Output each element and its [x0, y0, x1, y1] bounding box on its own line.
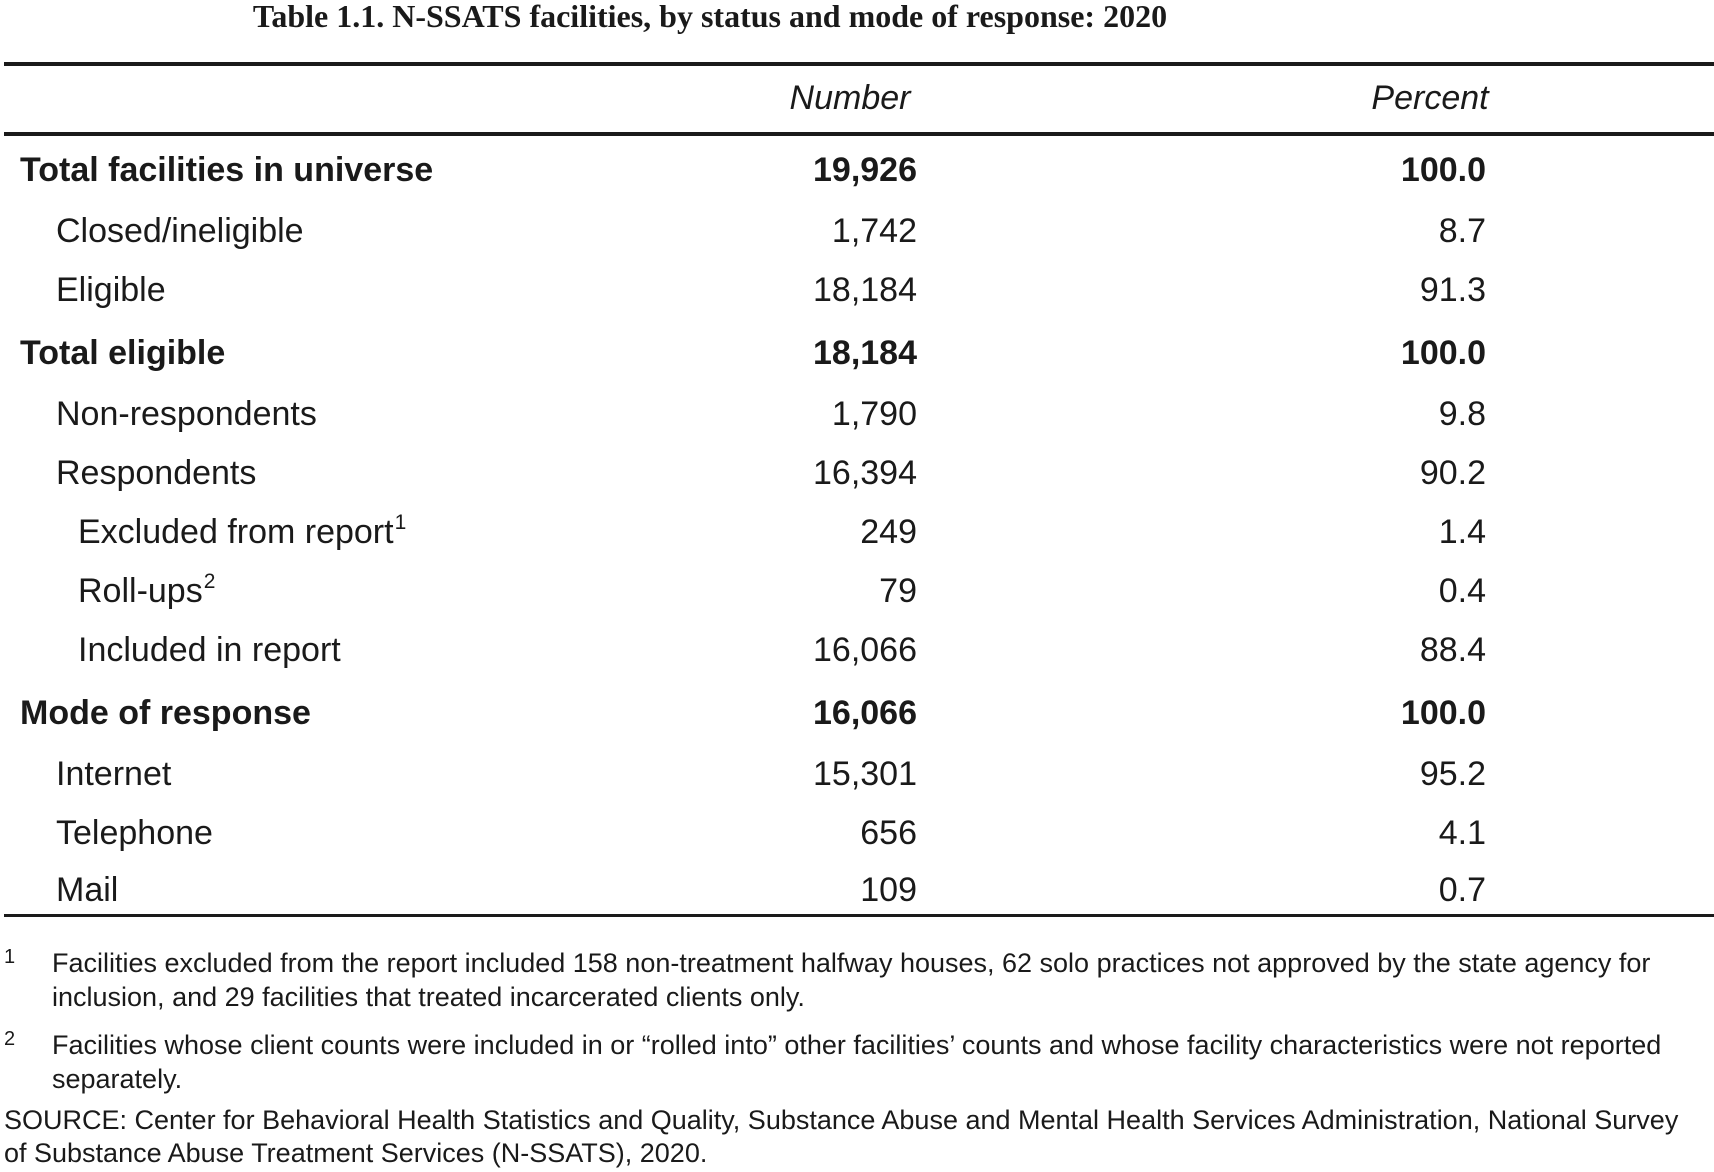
- table-row: Eligible 18,184 91.3: [0, 268, 1714, 312]
- table-title: Table 1.1. N-SSATS facilities, by status…: [252, 0, 1168, 34]
- row-label-text: Mode of response: [20, 694, 311, 732]
- row-label-text: Roll-ups: [78, 572, 203, 610]
- table-row: Excluded from report1 249 1.4: [0, 510, 1714, 554]
- row-label-text: Mail: [56, 871, 119, 909]
- row-number: 16,394: [813, 454, 917, 492]
- table-row: Telephone 656 4.1: [0, 811, 1714, 855]
- row-label-text: Closed/ineligible: [56, 212, 304, 250]
- row-label: Mail: [56, 868, 118, 912]
- footnote-mark: 2: [4, 1028, 16, 1050]
- row-label: Total eligible: [20, 331, 225, 375]
- table-row: Internet 15,301 95.2: [0, 752, 1714, 796]
- row-percent: 100.0: [1400, 151, 1486, 189]
- row-label-text: Total facilities in universe: [20, 151, 434, 189]
- row-number: 656: [860, 814, 917, 852]
- row-percent: 0.4: [1438, 572, 1486, 610]
- row-number: 19,926: [813, 151, 917, 189]
- row-number: 16,066: [813, 631, 917, 669]
- header-rule: [4, 132, 1714, 136]
- table-row: Mode of response 16,066 100.0: [0, 691, 1714, 735]
- footnote-mark: 1: [4, 946, 16, 968]
- source-note: SOURCE: Center for Behavioral Health Sta…: [4, 1105, 1679, 1168]
- row-label: Internet: [56, 752, 171, 796]
- row-percent: 4.1: [1438, 814, 1486, 852]
- footnote-text: Facilities whose client counts were incl…: [52, 1030, 1662, 1094]
- row-number: 109: [860, 871, 917, 909]
- row-percent: 90.2: [1419, 454, 1486, 492]
- row-label-text: Total eligible: [20, 334, 226, 372]
- row-percent: 100.0: [1400, 694, 1486, 732]
- row-percent: 88.4: [1419, 631, 1486, 669]
- row-label-text: Non-respondents: [56, 395, 317, 433]
- table-row: Non-respondents 1,790 9.8: [0, 392, 1714, 436]
- top-rule: [4, 62, 1714, 66]
- row-percent: 91.3: [1419, 271, 1486, 309]
- row-label-text: Excluded from report: [78, 513, 394, 551]
- row-label: Eligible: [56, 268, 166, 312]
- row-number: 249: [860, 513, 917, 551]
- table-row: Roll-ups2 79 0.4: [0, 569, 1714, 613]
- row-percent: 9.8: [1438, 395, 1486, 433]
- row-label: Closed/ineligible: [56, 209, 304, 253]
- row-label: Total facilities in universe: [20, 148, 433, 192]
- footnote-text: Facilities excluded from the report incl…: [52, 948, 1651, 1012]
- table-row: Respondents 16,394 90.2: [0, 451, 1714, 495]
- row-number: 18,184: [813, 334, 917, 372]
- row-label-text: Included in report: [78, 631, 341, 669]
- row-percent: 8.7: [1438, 212, 1486, 250]
- column-header-percent: Percent: [1371, 79, 1489, 117]
- row-number: 1,790: [831, 395, 917, 433]
- row-label-text: Telephone: [56, 814, 213, 852]
- footnote-reference: 1: [394, 511, 407, 534]
- table-row: Total eligible 18,184 100.0: [0, 331, 1714, 375]
- row-number: 16,066: [813, 694, 917, 732]
- column-header-number: Number: [789, 79, 911, 117]
- row-label: Included in report: [78, 628, 341, 672]
- row-label-text: Respondents: [56, 454, 257, 492]
- table-row: Mail 109 0.7: [0, 868, 1714, 912]
- row-label-text: Eligible: [56, 271, 166, 309]
- row-number: 18,184: [813, 271, 917, 309]
- table-row: Closed/ineligible 1,742 8.7: [0, 209, 1714, 253]
- row-label: Roll-ups2: [78, 569, 215, 613]
- row-label-text: Internet: [56, 755, 172, 793]
- row-label: Mode of response: [20, 691, 311, 735]
- table-row: Included in report 16,066 88.4: [0, 628, 1714, 672]
- table-row: Total facilities in universe 19,926 100.0: [0, 148, 1714, 192]
- row-percent: 95.2: [1419, 755, 1486, 793]
- bottom-rule: [4, 914, 1714, 917]
- row-percent: 100.0: [1400, 334, 1486, 372]
- row-number: 15,301: [813, 755, 917, 793]
- row-label: Respondents: [56, 451, 256, 495]
- footnote-reference: 2: [203, 570, 216, 593]
- row-number: 1,742: [831, 212, 917, 250]
- row-label: Telephone: [56, 811, 213, 855]
- row-percent: 1.4: [1438, 513, 1486, 551]
- row-label: Excluded from report1: [78, 510, 406, 554]
- row-number: 79: [879, 572, 917, 610]
- row-label: Non-respondents: [56, 392, 317, 436]
- row-percent: 0.7: [1438, 871, 1486, 909]
